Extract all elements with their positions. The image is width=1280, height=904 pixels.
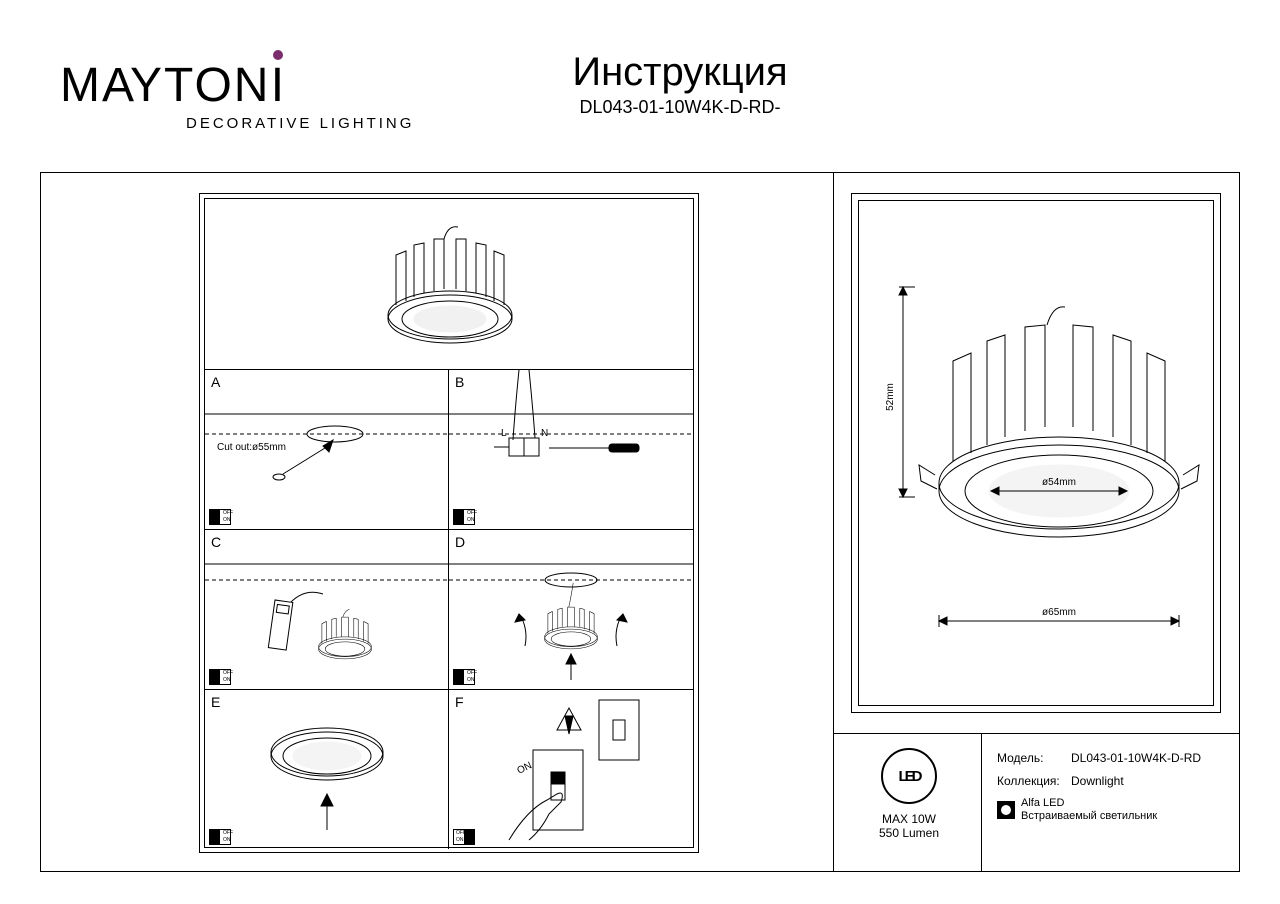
info-series: Alfa LED [1021,797,1157,810]
step-b-l-label: L [501,428,507,439]
document-title: Инструкция DL043-01-10W4K-D-RD- [470,50,890,118]
step-d-drawing [449,530,694,690]
led-badge-icon: LED [881,748,937,804]
instruction-panel: A Cut out:ø55mm [199,193,699,853]
step-f-on-label: ON [515,760,533,776]
switch-off-icon: OFFON [209,509,231,525]
info-type: Встраиваемый светильник [1021,810,1157,823]
downlight-type-icon [997,801,1015,819]
info-collection-label: Коллекция: [997,770,1071,793]
switch-off-icon: OFFON [453,509,475,525]
info-model-row: Модель: DL043-01-10W4K-D-RD [997,747,1227,770]
svg-text:Cut out:ø55mm: Cut out:ø55mm [217,442,286,453]
switch-off-icon: OFFON [209,829,231,845]
switch-off-icon: OFFON [453,669,475,685]
dim-outer-dia: ø65mm [1042,607,1076,618]
info-collection-value: Downlight [1071,770,1124,793]
step-f: F [449,689,693,849]
info-model-label: Модель: [997,747,1071,770]
step-a: A Cut out:ø55mm [205,369,449,529]
instruction-panel-inner: A Cut out:ø55mm [204,198,694,848]
spec-max-power: MAX 10W [849,812,969,826]
brand-name-pre: M [60,59,102,112]
step-e-drawing [205,690,450,850]
dim-inner-dia: ø54mm [1042,477,1076,488]
dimension-drawing: ø54mm 52mm [859,201,1215,707]
step-a-cutout-label: Cut out: [217,442,252,453]
vertical-divider-2 [981,733,982,871]
info-model-value: DL043-01-10W4K-D-RD [1071,747,1201,770]
led-label: LED [899,768,920,785]
dimension-panel-inner: ø54mm 52mm [858,200,1214,706]
step-c: C [205,529,449,689]
brand-name: MAYTONI [60,58,414,113]
dim-height: 52mm [885,383,896,411]
brand-logo: MAYTONI DECORATIVE LIGHTING [60,58,414,132]
step-e: E OFFON [205,689,449,849]
info-collection-row: Коллекция: Downlight [997,770,1227,793]
main-frame: A Cut out:ø55mm [40,172,1240,872]
spec-lumen: 550 Lumen [849,826,969,840]
step-c-drawing [205,530,450,690]
switch-off-icon: OFFON [209,669,231,685]
switch-on-icon: OFFON [453,829,475,845]
title-model-line: DL043-01-10W4K-D-RD- [470,97,890,118]
title-heading: Инструкция [470,50,890,95]
step-f-drawing: ON [449,690,694,850]
step-b-n-label: N [541,428,548,439]
brand-name-post: YTON [130,59,270,112]
product-info: Модель: DL043-01-10W4K-D-RD Коллекция: D… [997,747,1227,823]
spec-box: LED MAX 10W 550 Lumen [849,748,969,840]
info-series-row: Alfa LED Встраиваемый светильник [997,797,1227,823]
horizontal-divider [833,733,1239,734]
vertical-divider [833,173,834,871]
step-a-cutout-value: ø55mm [252,442,286,453]
step-b-drawing: L N [449,370,694,530]
product-hero-drawing [205,199,695,367]
brand-tagline: DECORATIVE LIGHTING [60,115,414,132]
step-d: D [449,529,693,689]
page-root: MAYTONI DECORATIVE LIGHTING Инструкция D… [0,0,1280,904]
step-b: B [449,369,693,529]
dimension-panel: ø54mm 52mm [851,193,1221,713]
brand-dot-icon [273,50,283,60]
step-a-drawing: Cut out:ø55mm [205,370,450,530]
hero-product-view [205,199,693,369]
